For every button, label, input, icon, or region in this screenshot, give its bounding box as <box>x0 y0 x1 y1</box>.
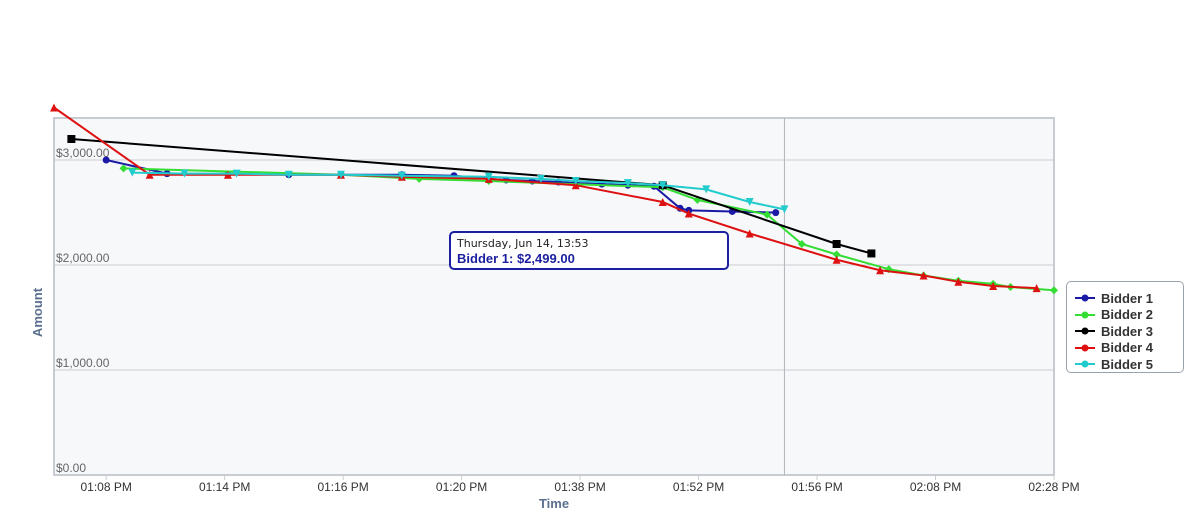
series-point-5 <box>536 174 545 183</box>
series-point-3 <box>867 249 876 258</box>
legend-swatch-2 <box>1075 311 1095 318</box>
x-tick-label: 01:52 PM <box>673 480 724 494</box>
legend-item-4[interactable]: Bidder 4 <box>1075 340 1153 356</box>
series-point-2 <box>119 164 128 173</box>
tooltip-value-line: Bidder 1: $2,499.00 <box>457 251 721 267</box>
series-point-4 <box>745 229 754 238</box>
x-tick-label: 01:38 PM <box>554 480 605 494</box>
series-point-2 <box>832 250 841 259</box>
legend-swatch-5 <box>1075 360 1095 368</box>
series-point-4 <box>571 181 580 190</box>
series-point-4 <box>50 103 58 112</box>
series-point-5 <box>284 170 293 179</box>
legend-item-1[interactable]: Bidder 1 <box>1075 290 1153 306</box>
y-axis-label: Amount <box>30 287 45 337</box>
legend-item-2[interactable]: Bidder 2 <box>1075 307 1153 323</box>
y-tick-label: $1,000.00 <box>56 356 110 370</box>
tooltip-series: Bidder 1: <box>457 251 514 266</box>
series-point-4 <box>145 170 154 179</box>
series-point-1 <box>772 209 780 217</box>
x-tick-label: 02:08 PM <box>910 480 961 494</box>
series-point-2 <box>1050 286 1058 295</box>
series-point-5 <box>571 177 580 185</box>
y-tick-label: $3,000.00 <box>56 146 110 160</box>
legend-item-3[interactable]: Bidder 3 <box>1075 323 1153 339</box>
legend-label-2: Bidder 2 <box>1101 307 1154 322</box>
series-point-5 <box>484 172 493 181</box>
x-tick-label: 02:28 PM <box>1028 480 1079 494</box>
series-point-3 <box>832 240 841 248</box>
series-point-1 <box>102 156 110 164</box>
series-point-2 <box>763 210 772 219</box>
series-point-5 <box>745 198 754 206</box>
x-tick-label: 01:16 PM <box>317 480 368 494</box>
x-tick-label: 01:20 PM <box>436 480 487 494</box>
series-point-5 <box>702 185 711 194</box>
tooltip-value: $2,499.00 <box>516 251 575 266</box>
y-tick-label: $2,000.00 <box>56 251 110 265</box>
x-tick-label: 01:14 PM <box>199 480 250 494</box>
legend-swatch-3 <box>1075 327 1095 335</box>
legend-label-3: Bidder 3 <box>1101 323 1154 339</box>
series-point-4 <box>919 271 928 280</box>
legend-swatch-4 <box>1075 344 1095 351</box>
series-point-5 <box>397 171 406 180</box>
series-line-3 <box>71 138 872 255</box>
series-point-4 <box>876 266 885 275</box>
series-point-5 <box>623 179 632 188</box>
legend-item-5[interactable]: Bidder 5 <box>1075 356 1153 372</box>
series-point-4 <box>989 282 998 290</box>
series-point-4 <box>658 198 667 206</box>
legend-label-4: Bidder 4 <box>1101 340 1154 355</box>
legend: Bidder 1 Bidder 2 Bidder 3 Bidder 4 Bidder 5 <box>1066 281 1184 373</box>
series-point-5 <box>658 181 667 190</box>
series-point-4 <box>223 170 232 179</box>
legend-label-5: Bidder 5 <box>1101 356 1154 372</box>
series-point-5 <box>128 168 137 177</box>
series-point-4 <box>1032 284 1041 293</box>
series-point-4 <box>832 255 841 264</box>
legend-label-1: Bidder 1 <box>1101 290 1154 306</box>
series-point-4 <box>684 209 693 218</box>
series-point-2 <box>797 240 806 248</box>
x-tick-label: 01:56 PM <box>791 480 842 494</box>
x-tick-label: 01:08 PM <box>80 480 131 494</box>
series-point-5 <box>180 169 189 178</box>
legend-swatch-1 <box>1075 294 1095 302</box>
y-tick-label: $0.00 <box>56 461 86 475</box>
series-line-5 <box>132 171 785 211</box>
series-point-5 <box>232 169 241 178</box>
tooltip-date: Thursday, Jun 14, 13:53 <box>457 237 589 250</box>
series-point-3 <box>67 135 76 143</box>
series-point-5 <box>336 170 345 179</box>
series-point-5 <box>780 205 789 214</box>
series-point-4 <box>954 277 963 286</box>
x-axis-label: Time <box>539 496 569 511</box>
tooltip: Thursday, Jun 14, 13:53 Bidder 1: $2,499… <box>449 231 729 270</box>
